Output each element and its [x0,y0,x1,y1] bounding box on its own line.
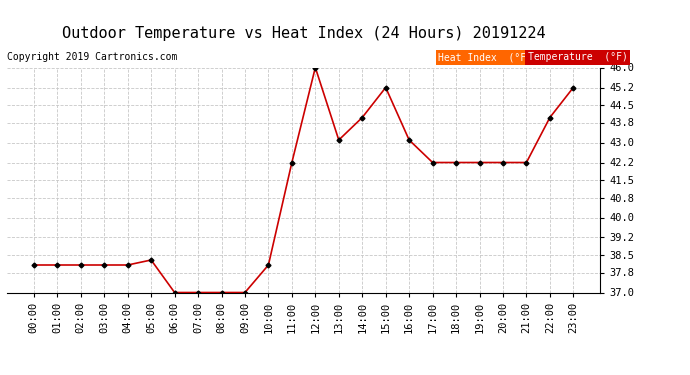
Text: Copyright 2019 Cartronics.com: Copyright 2019 Cartronics.com [7,53,177,63]
Text: Temperature  (°F): Temperature (°F) [528,53,628,63]
Text: Outdoor Temperature vs Heat Index (24 Hours) 20191224: Outdoor Temperature vs Heat Index (24 Ho… [62,26,545,41]
Text: Heat Index  (°F): Heat Index (°F) [438,53,532,63]
